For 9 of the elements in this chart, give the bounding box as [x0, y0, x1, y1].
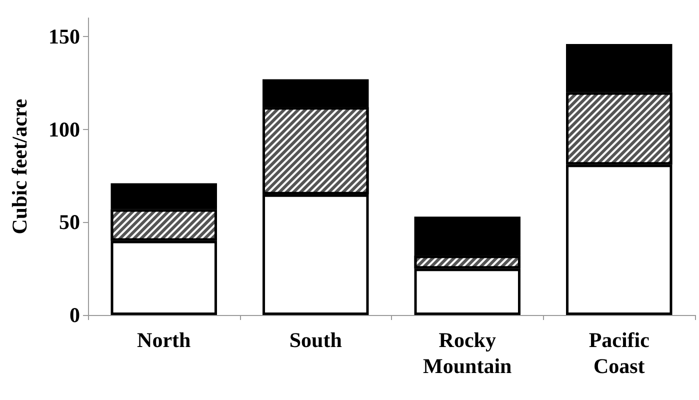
y-tick-label: 100: [48, 117, 80, 142]
y-tick-label: 150: [48, 24, 80, 49]
x-tick-label: Pacific Coast: [588, 328, 650, 378]
y-tick-label: 50: [59, 210, 80, 234]
y-tick-label: 0: [70, 303, 80, 327]
x-tick-label: Rocky Mountain: [423, 328, 512, 378]
x-tick-label: South: [289, 328, 342, 352]
x-tick-label: North: [137, 328, 192, 352]
y-axis-title: Cubic feet/acre: [8, 98, 32, 234]
